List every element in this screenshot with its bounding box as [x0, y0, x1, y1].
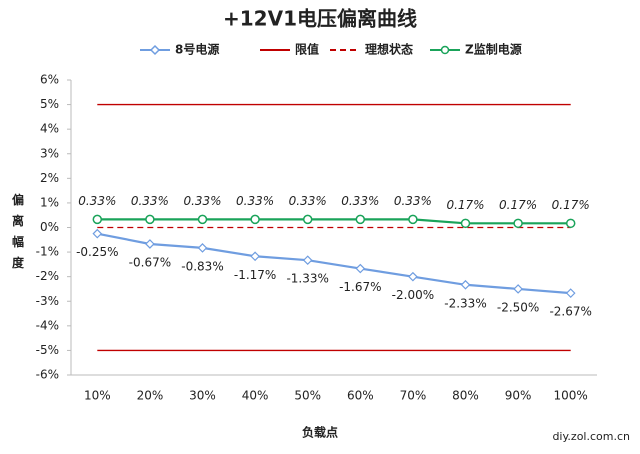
point — [197, 243, 208, 253]
source: diy.zol.com.cn — [552, 430, 630, 443]
point — [145, 214, 155, 225]
data-label: 0.17% — [552, 198, 590, 212]
point — [302, 255, 313, 266]
y-tick-label: -2% — [36, 269, 59, 283]
legend-label: 限值 — [295, 42, 319, 57]
point — [92, 214, 103, 225]
point — [355, 263, 366, 274]
data-label: 0.17% — [446, 198, 484, 212]
point — [250, 251, 260, 262]
point — [355, 214, 366, 225]
x-tick-label: 20% — [137, 389, 164, 403]
data-label: 0.33% — [78, 194, 116, 208]
series-line — [97, 232, 571, 295]
x-tick-label: 70% — [400, 389, 427, 403]
point — [460, 218, 471, 229]
x-tick-label: 40% — [242, 389, 269, 403]
x-tick-label: 80% — [452, 389, 479, 403]
data-label: 0.33% — [341, 194, 379, 208]
data-label: 0.33% — [131, 194, 169, 208]
x-axis-label: 负载点 — [302, 425, 338, 440]
x-tick-label: 50% — [294, 389, 321, 403]
y-tick-label: 5% — [40, 97, 59, 111]
x-tick-label: 30% — [189, 389, 216, 403]
y-axis-label: 偏离幅度 — [12, 192, 25, 270]
data-label: 0.33% — [394, 194, 432, 208]
data-label: 0.33% — [236, 194, 274, 208]
y-tick-label: 4% — [40, 122, 59, 136]
data-label: -1.17% — [234, 268, 276, 282]
y-tick-label: -3% — [36, 294, 59, 308]
y-tick-label: 2% — [40, 171, 59, 185]
data-label: -1.33% — [286, 272, 328, 286]
y-tick-label: -4% — [36, 318, 59, 332]
y-tick-label: -5% — [36, 343, 59, 357]
point — [145, 239, 155, 249]
data-label: -2.67% — [549, 305, 591, 319]
legend-label: 理想状态 — [365, 42, 413, 57]
point — [197, 214, 208, 225]
data-label: 0.33% — [183, 194, 221, 208]
legend-label: Z监制电源 — [465, 42, 522, 57]
point — [513, 284, 523, 294]
chart-title: +12V1电压偏离曲线 — [223, 7, 417, 31]
point — [302, 214, 313, 225]
x-tick-label: 60% — [347, 389, 374, 403]
data-label: 0.33% — [289, 194, 327, 208]
legend-label: 8号电源 — [175, 42, 219, 57]
data-label: -2.33% — [444, 296, 486, 310]
data-label: -2.00% — [392, 288, 434, 302]
legend-marker — [440, 45, 450, 55]
point — [565, 218, 576, 229]
data-label: 0.17% — [499, 198, 537, 212]
point — [92, 228, 103, 239]
point — [408, 271, 418, 282]
y-tick-label: -6% — [36, 368, 59, 382]
y-tick-label: 3% — [40, 146, 59, 160]
series-line — [97, 218, 571, 225]
y-tick-label: -1% — [36, 245, 59, 259]
x-tick-label: 100% — [554, 389, 588, 403]
x-tick-label: 10% — [84, 389, 111, 403]
data-label: -0.25% — [76, 245, 118, 259]
data-label: -1.67% — [339, 280, 381, 294]
point — [565, 288, 576, 298]
point — [250, 214, 260, 225]
legend-marker — [149, 44, 161, 56]
point — [513, 218, 523, 229]
point — [408, 214, 418, 225]
y-tick-label: 0% — [40, 220, 59, 234]
y-tick-label: 6% — [40, 73, 59, 87]
data-label: -0.83% — [181, 259, 223, 273]
y-tick-label: 1% — [40, 195, 59, 209]
data-label: -0.67% — [129, 255, 171, 269]
data-label: -2.50% — [497, 300, 539, 314]
x-tick-label: 90% — [505, 389, 532, 403]
point — [460, 279, 471, 290]
